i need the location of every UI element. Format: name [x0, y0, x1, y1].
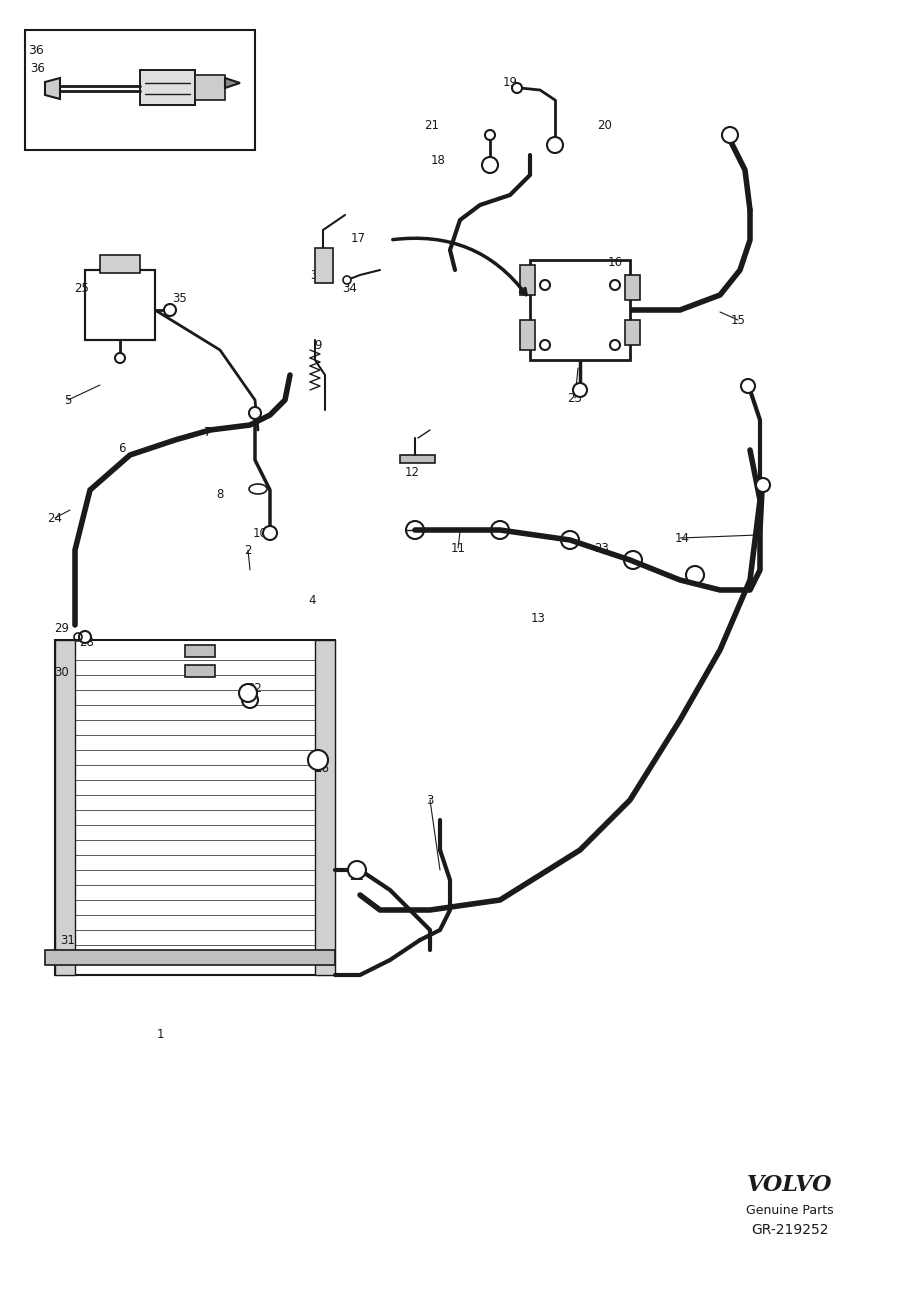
- Text: 1: 1: [156, 1029, 164, 1042]
- Text: 22: 22: [350, 870, 364, 883]
- Circle shape: [242, 692, 258, 708]
- Circle shape: [573, 383, 587, 397]
- Bar: [185, 646, 215, 657]
- Circle shape: [249, 407, 261, 420]
- Circle shape: [343, 275, 351, 284]
- Bar: [25, 30, 255, 149]
- Circle shape: [756, 478, 770, 492]
- Circle shape: [741, 379, 755, 394]
- Text: 36: 36: [28, 43, 43, 56]
- Text: 28: 28: [80, 635, 94, 648]
- Bar: [100, 255, 140, 273]
- Text: 30: 30: [54, 665, 70, 678]
- Ellipse shape: [249, 485, 267, 494]
- Text: 21: 21: [425, 118, 439, 131]
- Text: 33: 33: [311, 269, 325, 282]
- Circle shape: [540, 281, 550, 290]
- Text: 8: 8: [217, 487, 224, 500]
- Circle shape: [547, 136, 563, 153]
- Text: 18: 18: [430, 153, 446, 166]
- Text: 13: 13: [531, 612, 545, 625]
- Text: 20: 20: [598, 118, 612, 131]
- Bar: [140, 70, 195, 105]
- Text: GR-219252: GR-219252: [751, 1222, 829, 1237]
- Text: 27: 27: [190, 643, 206, 656]
- Bar: [85, 270, 155, 340]
- Polygon shape: [45, 78, 60, 99]
- Text: 12: 12: [404, 465, 419, 478]
- Circle shape: [308, 750, 328, 770]
- Bar: [625, 275, 640, 300]
- Circle shape: [610, 340, 620, 349]
- Circle shape: [722, 127, 738, 143]
- Bar: [195, 75, 225, 100]
- Circle shape: [540, 340, 550, 349]
- Text: 23: 23: [594, 542, 610, 555]
- Bar: [315, 248, 333, 283]
- Polygon shape: [225, 78, 240, 88]
- Text: 32: 32: [247, 682, 263, 695]
- Text: 3: 3: [427, 794, 434, 807]
- Text: 36: 36: [31, 61, 45, 74]
- Circle shape: [482, 157, 498, 173]
- Text: 31: 31: [61, 934, 75, 947]
- Text: 17: 17: [351, 231, 365, 244]
- Text: 7: 7: [204, 426, 212, 439]
- Circle shape: [348, 861, 366, 879]
- Circle shape: [164, 304, 176, 316]
- Text: 25: 25: [74, 282, 90, 295]
- Text: 11: 11: [450, 542, 466, 555]
- Bar: [520, 265, 535, 295]
- Bar: [315, 640, 335, 976]
- Text: 35: 35: [173, 291, 188, 304]
- Text: VOLVO: VOLVO: [747, 1174, 833, 1196]
- Text: 9: 9: [314, 339, 322, 352]
- Bar: [55, 640, 75, 976]
- Text: 15: 15: [730, 313, 746, 326]
- Text: 23: 23: [567, 391, 583, 404]
- Circle shape: [610, 281, 620, 290]
- Text: 10: 10: [253, 526, 267, 539]
- Text: 6: 6: [119, 442, 126, 455]
- Text: 16: 16: [608, 256, 622, 269]
- Text: 14: 14: [674, 531, 689, 544]
- Bar: [55, 640, 335, 976]
- Text: 29: 29: [54, 621, 70, 634]
- Bar: [400, 455, 435, 462]
- Bar: [625, 320, 640, 346]
- Circle shape: [485, 130, 495, 140]
- Text: 34: 34: [342, 282, 358, 295]
- Text: 5: 5: [64, 394, 72, 407]
- Text: 2: 2: [245, 543, 252, 556]
- Bar: [140, 70, 195, 105]
- Bar: [185, 665, 215, 677]
- Bar: [85, 270, 155, 340]
- Text: 24: 24: [47, 512, 63, 525]
- Circle shape: [115, 353, 125, 362]
- Text: 19: 19: [503, 75, 517, 88]
- Circle shape: [79, 631, 91, 643]
- Text: Genuine Parts: Genuine Parts: [747, 1203, 834, 1216]
- Bar: [45, 950, 335, 965]
- Bar: [530, 260, 630, 360]
- Text: 22: 22: [240, 691, 255, 704]
- Circle shape: [512, 83, 522, 94]
- Text: 4: 4: [308, 594, 316, 607]
- Circle shape: [239, 685, 257, 701]
- Circle shape: [263, 526, 277, 540]
- Text: 26: 26: [314, 761, 330, 774]
- Bar: [520, 320, 535, 349]
